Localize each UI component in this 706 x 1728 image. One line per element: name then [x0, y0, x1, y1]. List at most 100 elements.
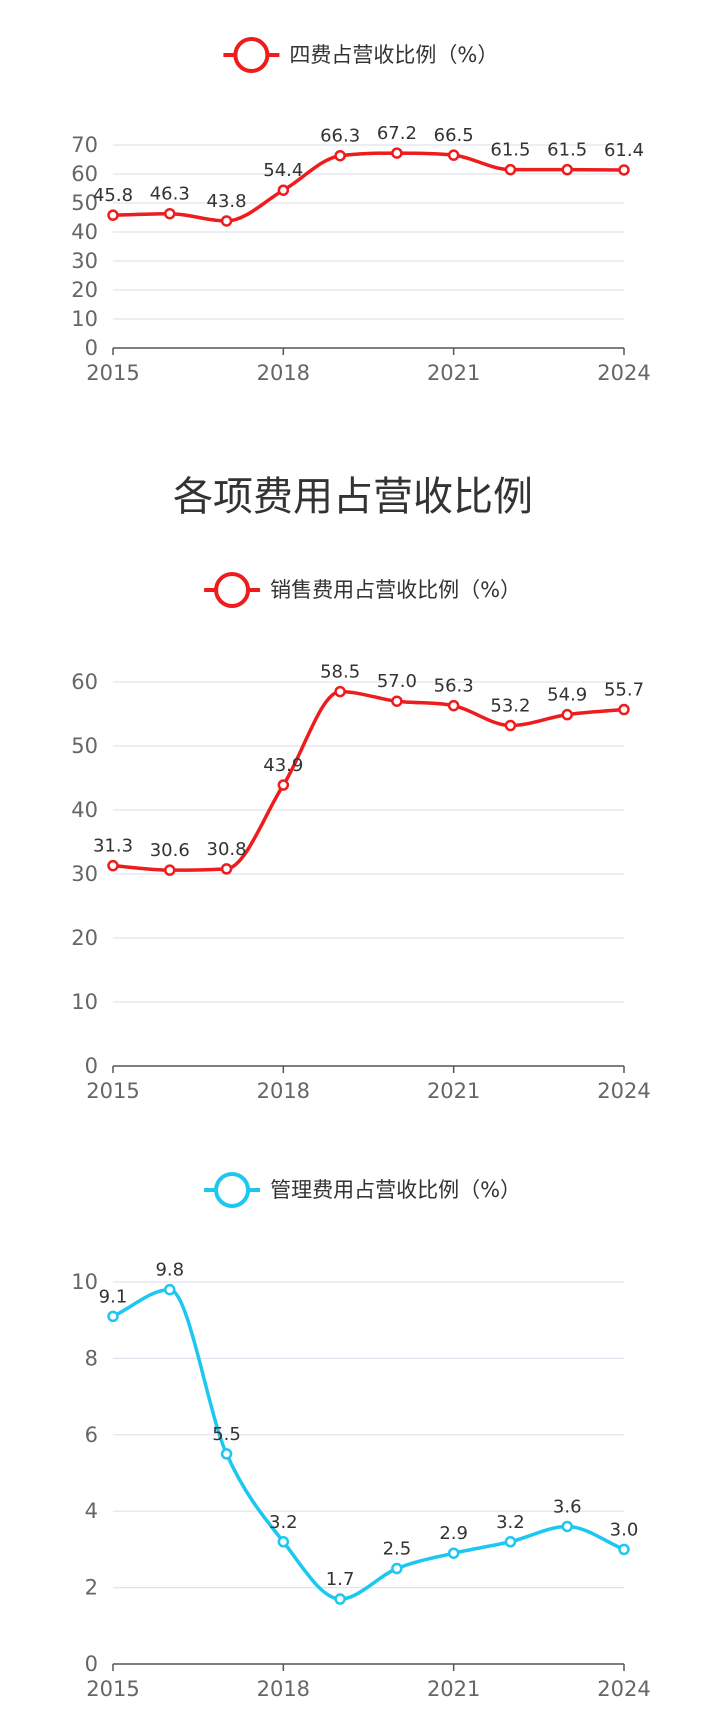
data-point[interactable] — [107, 1310, 119, 1323]
series-line — [112, 689, 625, 872]
data-label: 46.3 — [150, 184, 190, 205]
data-label: 5.5 — [212, 1424, 241, 1445]
x-tick-label: 2021 — [427, 1079, 480, 1103]
data-point[interactable] — [220, 863, 233, 875]
x-tick-label: 2018 — [257, 1079, 310, 1103]
data-point[interactable] — [107, 209, 119, 221]
data-point[interactable] — [164, 864, 176, 876]
data-point[interactable] — [618, 164, 630, 176]
data-point[interactable] — [504, 1536, 517, 1548]
data-point[interactable] — [277, 779, 290, 791]
y-tick-label: 6 — [85, 1423, 98, 1447]
data-point[interactable] — [618, 1543, 630, 1556]
data-point[interactable] — [107, 859, 119, 872]
data-label: 1.7 — [326, 1569, 355, 1590]
legend[interactable]: 管理费用占营收比例（%） — [204, 1172, 521, 1208]
data-label: 9.8 — [155, 1260, 184, 1281]
data-point[interactable] — [391, 1562, 403, 1575]
y-tick-label: 50 — [71, 734, 98, 758]
y-tick-label: 30 — [71, 862, 98, 886]
y-tick-label: 70 — [71, 133, 98, 157]
section-title: 各项费用占营收比例 — [173, 474, 533, 520]
data-point[interactable] — [504, 163, 517, 176]
y-tick-label: 20 — [71, 926, 98, 950]
data-point[interactable] — [277, 184, 290, 196]
data-point[interactable] — [220, 1448, 233, 1460]
x-tick-label: 2024 — [597, 1079, 650, 1103]
data-point[interactable] — [334, 1593, 346, 1605]
y-tick-label: 10 — [71, 1270, 98, 1294]
y-tick-label: 4 — [85, 1499, 98, 1523]
data-label: 66.3 — [320, 126, 360, 147]
chart-3: 管理费用占营收比例（%） 0 2 4 6 8 10 2015 2018 2021 2024 9.1 9.… — [71, 1172, 651, 1701]
data-label: 30.6 — [150, 840, 190, 861]
data-label: 2.5 — [383, 1539, 412, 1560]
data-label: 58.5 — [320, 662, 360, 683]
legend-marker-icon — [214, 572, 251, 608]
x-tick-label: 2021 — [427, 361, 480, 385]
data-label: 3.2 — [269, 1512, 298, 1533]
data-point[interactable] — [164, 1283, 176, 1296]
legend-label: 四费占营收比例（%） — [289, 43, 498, 67]
data-label: 53.2 — [490, 696, 530, 717]
data-point[interactable] — [220, 215, 233, 227]
legend-label: 销售费用占营收比例（%） — [270, 578, 521, 602]
data-label: 55.7 — [604, 680, 644, 701]
chart-2: 销售费用占营收比例（%） 0 10 20 30 40 50 60 2015 2018 2021 202… — [71, 572, 651, 1103]
data-point[interactable] — [504, 719, 517, 732]
x-tick-label: 2015 — [86, 361, 139, 385]
data-point[interactable] — [447, 699, 460, 712]
x-tick-label: 2015 — [86, 1677, 139, 1701]
data-point[interactable] — [391, 147, 403, 159]
data-label: 43.8 — [207, 191, 247, 212]
data-label: 54.9 — [547, 685, 587, 706]
data-label: 56.3 — [434, 676, 474, 697]
data-point[interactable] — [447, 1547, 460, 1559]
data-label: 61.5 — [547, 140, 587, 161]
data-label: 43.9 — [263, 755, 303, 776]
data-label: 3.0 — [610, 1519, 639, 1540]
data-point[interactable] — [618, 703, 630, 716]
y-tick-label: 0 — [85, 336, 98, 360]
data-point[interactable] — [561, 708, 573, 721]
x-tick-label: 2024 — [597, 361, 650, 385]
data-label: 3.6 — [553, 1496, 582, 1517]
x-tick-label: 2024 — [597, 1677, 650, 1701]
y-tick-label: 60 — [71, 670, 98, 694]
data-point[interactable] — [164, 207, 176, 220]
data-label: 45.8 — [93, 185, 133, 206]
data-point[interactable] — [334, 685, 346, 698]
data-point[interactable] — [561, 163, 573, 176]
data-label: 31.3 — [93, 836, 133, 857]
data-point[interactable] — [447, 149, 460, 161]
data-label: 61.5 — [490, 140, 530, 161]
legend-marker-icon — [214, 1172, 251, 1208]
x-tick-label: 2015 — [86, 1079, 139, 1103]
data-point[interactable] — [277, 1536, 290, 1548]
y-tick-label: 50 — [71, 191, 98, 215]
y-tick-label: 0 — [85, 1652, 98, 1676]
legend-label: 管理费用占营收比例（%） — [270, 1178, 521, 1202]
y-tick-label: 60 — [71, 162, 98, 186]
y-tick-label: 8 — [85, 1346, 98, 1370]
y-tick-label: 40 — [71, 220, 98, 244]
legend[interactable]: 销售费用占营收比例（%） — [204, 572, 521, 608]
data-label: 57.0 — [377, 671, 417, 692]
data-label: 66.5 — [434, 125, 474, 146]
data-label: 30.8 — [207, 839, 247, 860]
data-label: 2.9 — [439, 1523, 468, 1544]
y-tick-label: 30 — [71, 249, 98, 273]
y-tick-label: 10 — [71, 990, 98, 1014]
data-label: 67.2 — [377, 123, 417, 144]
legend[interactable]: 四费占营收比例（%） — [223, 37, 498, 73]
y-tick-label: 0 — [85, 1054, 98, 1078]
y-tick-label: 2 — [85, 1576, 98, 1600]
y-tick-label: 40 — [71, 798, 98, 822]
y-tick-label: 10 — [71, 307, 98, 331]
x-tick-label: 2018 — [257, 1677, 310, 1701]
data-point[interactable] — [334, 149, 346, 162]
data-point[interactable] — [561, 1520, 573, 1533]
data-point[interactable] — [391, 695, 403, 707]
data-label: 54.4 — [263, 160, 303, 181]
